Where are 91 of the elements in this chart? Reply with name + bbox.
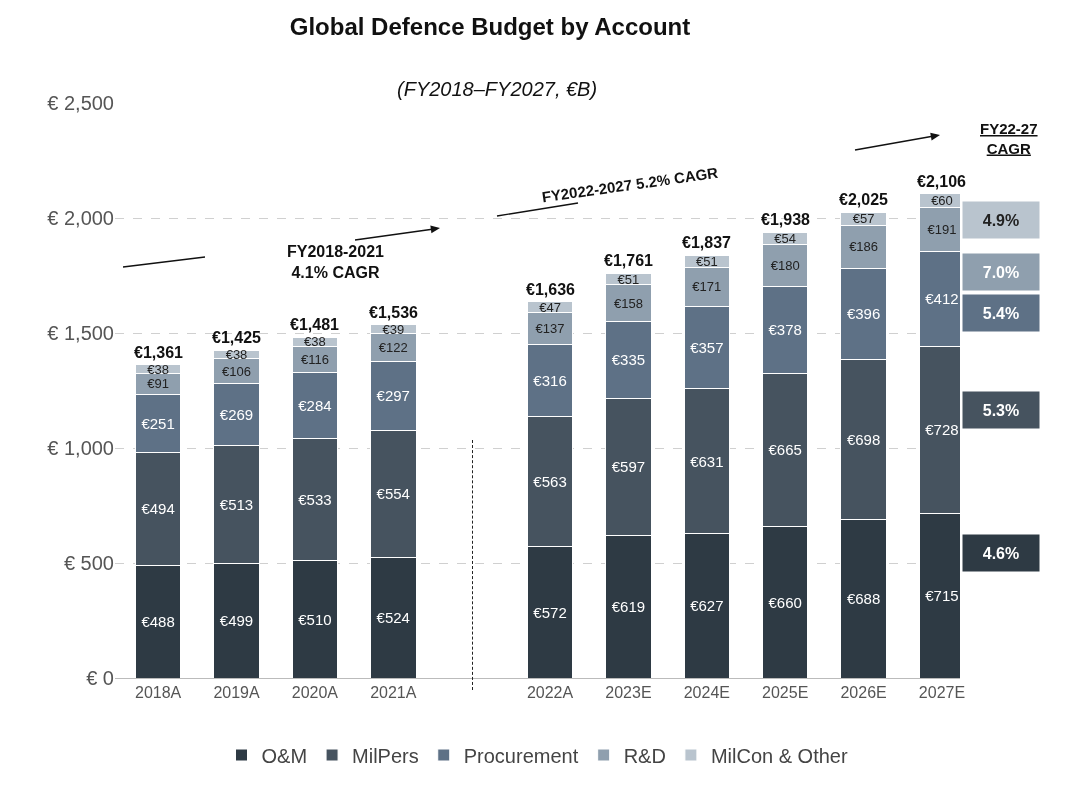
- total-label: €1,481: [290, 316, 340, 333]
- data-label: €316: [533, 372, 567, 390]
- y-tick-label: € 1,000: [47, 437, 114, 459]
- total-label: €1,636: [526, 281, 576, 298]
- legend-label: O&M: [261, 744, 308, 767]
- total-label: €1,425: [212, 329, 262, 346]
- x-tick-label: 2020A: [291, 684, 339, 702]
- total-label: €1,761: [604, 252, 654, 269]
- data-label: €51: [695, 253, 718, 269]
- data-label: €122: [378, 340, 408, 356]
- x-tick-label: 2022A: [526, 684, 574, 702]
- y-tick-label: € 1,500: [47, 322, 114, 344]
- data-label: €57: [852, 211, 875, 227]
- data-label: €597: [611, 458, 646, 476]
- text: 5.3%: [982, 401, 1020, 419]
- data-label: €499: [219, 612, 254, 630]
- data-label: €619: [611, 598, 646, 616]
- data-label: €171: [692, 279, 722, 295]
- legend-label: R&D: [623, 744, 666, 767]
- total-label: €1,361: [134, 344, 184, 361]
- data-label: €180: [770, 258, 800, 274]
- data-label: €191: [927, 221, 957, 237]
- data-label: €106: [222, 363, 251, 379]
- data-label: €91: [147, 376, 169, 392]
- data-label: €728: [925, 421, 959, 439]
- chart-title: Global Defence Budget by Account: [289, 13, 691, 41]
- data-label: €513: [219, 495, 254, 513]
- data-label: €297: [376, 387, 410, 405]
- data-label: €396: [846, 305, 881, 323]
- annotation: FY2022-2027 5.2% CAGR: [540, 163, 720, 206]
- data-label: €715: [925, 587, 959, 605]
- total-label: €2,106: [917, 173, 967, 190]
- x-tick-label: 2019A: [213, 684, 260, 702]
- data-label: €137: [535, 321, 565, 337]
- text: 4.9%: [982, 211, 1020, 229]
- data-label: €60: [931, 193, 953, 209]
- data-label: €158: [613, 295, 643, 311]
- data-label: €510: [298, 610, 332, 628]
- x-tick-label: 2027E: [918, 684, 966, 702]
- total-label: €2,025: [839, 191, 889, 208]
- x-tick-label: 2018A: [134, 684, 182, 702]
- y-tick-label: € 2,000: [47, 207, 114, 229]
- y-tick-label: € 500: [63, 552, 114, 574]
- data-label: €38: [147, 361, 169, 377]
- data-label: €665: [768, 441, 802, 459]
- x-tick-label: 2026E: [840, 684, 887, 702]
- data-label: €116: [300, 351, 329, 367]
- data-label: €631: [690, 452, 724, 470]
- data-label: €533: [298, 490, 332, 508]
- data-label: €186: [849, 239, 879, 255]
- data-label: €412: [925, 290, 959, 308]
- total-label: €1,938: [761, 211, 811, 228]
- data-label: €54: [774, 231, 797, 247]
- text: 4.6%: [982, 544, 1020, 562]
- data-label: €284: [298, 396, 332, 414]
- data-label: €39: [382, 321, 405, 337]
- y-tick-label: € 2,500: [47, 92, 114, 114]
- x-tick-label: 2025E: [762, 684, 809, 702]
- total-label: €1,536: [369, 304, 419, 321]
- data-label: €378: [768, 321, 802, 339]
- data-label: €688: [846, 590, 881, 608]
- x-tick-label: 2021A: [370, 684, 417, 702]
- data-label: €627: [690, 597, 724, 615]
- data-label: €335: [611, 351, 646, 369]
- text: FY22-27 CAGR: [980, 120, 1038, 157]
- legend-label: MilPers: [352, 744, 419, 767]
- y-tick-label: € 0: [86, 667, 114, 689]
- data-label: €554: [376, 485, 410, 503]
- data-label: €51: [617, 271, 640, 287]
- legend-label: Procurement: [463, 744, 579, 767]
- data-label: €572: [533, 603, 567, 621]
- annotation: FY2018-2021 4.1% CAGR: [287, 243, 385, 281]
- chart-subtitle: (FY2018–FY2027, €B): [397, 78, 598, 100]
- x-tick-label: 2023E: [605, 684, 652, 702]
- data-label: €269: [219, 405, 254, 423]
- x-tick-label: 2024E: [683, 684, 730, 702]
- data-label: €488: [141, 613, 175, 631]
- data-label: €357: [690, 339, 724, 357]
- data-label: €47: [539, 299, 561, 315]
- data-label: €660: [768, 593, 802, 611]
- data-label: €698: [846, 430, 881, 448]
- text: 5.4%: [982, 304, 1020, 322]
- data-label: €38: [225, 347, 248, 363]
- data-label: €38: [304, 334, 326, 350]
- data-label: €563: [533, 473, 567, 491]
- data-label: €494: [141, 500, 175, 518]
- text: 7.0%: [982, 263, 1020, 281]
- total-label: €1,837: [682, 234, 732, 251]
- data-label: €524: [376, 609, 410, 627]
- data-label: €251: [141, 414, 175, 432]
- legend-label: MilCon & Other: [710, 744, 848, 767]
